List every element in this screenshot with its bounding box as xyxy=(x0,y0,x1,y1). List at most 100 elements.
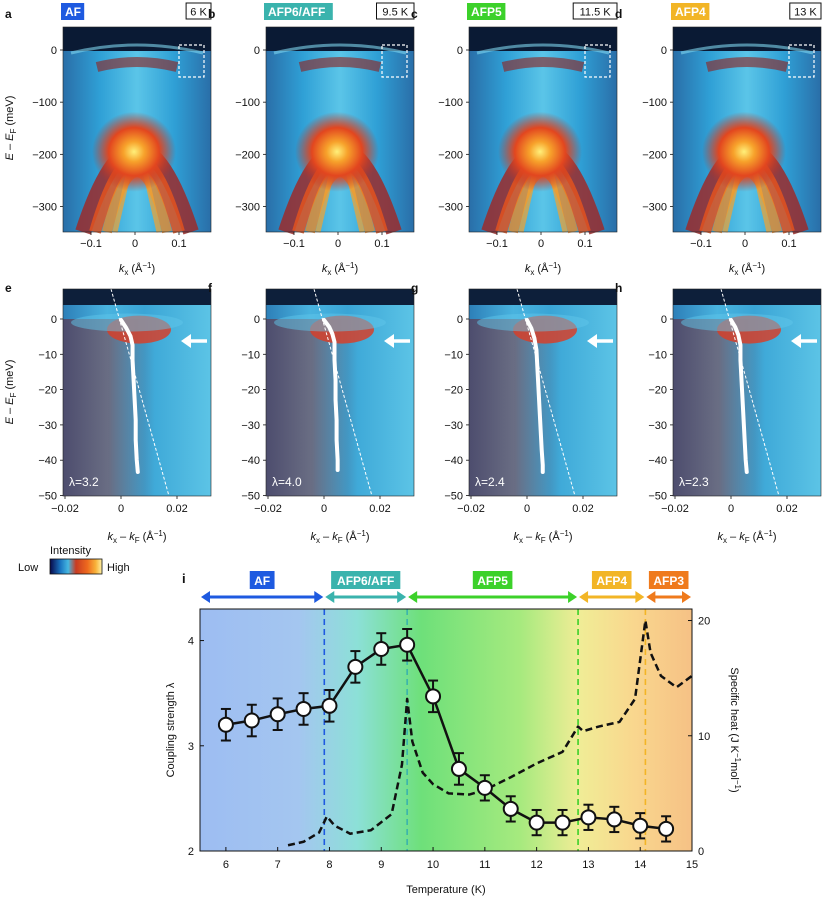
x-tick-label: 0 xyxy=(524,503,530,515)
phase-badge xyxy=(472,571,513,589)
y-tick-label: −20 xyxy=(38,385,57,397)
x-tick-label: 0.02 xyxy=(166,503,187,515)
x-axis-label: Temperature (K) xyxy=(406,884,485,896)
x-tick-label: 10 xyxy=(427,859,439,871)
x-axis-label: kx – kF (Å−1) xyxy=(718,529,777,545)
phase-badge-label: AFP6/AFF xyxy=(337,574,394,588)
x-tick-label: −0.1 xyxy=(80,238,102,250)
x-tick-label: −0.1 xyxy=(690,238,712,250)
arpes-red-region xyxy=(266,319,358,496)
panel-d: d AFP4 13 K 0 −100 −200 −300 −0.1 0 0.1 kx (Å−1) xyxy=(615,2,822,277)
colorbar-gradient xyxy=(49,558,103,575)
panel-c: c AFP5 11.5 K 0 −100 −200 −300 −0.1 0 0.1 kx (Å−1) xyxy=(411,2,618,277)
arpes-band xyxy=(71,313,183,332)
arpes-dark-band xyxy=(673,289,821,305)
panel-letter: i xyxy=(182,571,186,586)
x-tick-label: 0 xyxy=(728,503,734,515)
arpes-band xyxy=(705,57,789,72)
phase-badge xyxy=(467,3,506,20)
x-tick-label: 0 xyxy=(538,238,544,250)
x-tick-label: −0.02 xyxy=(457,503,485,515)
phase-badge xyxy=(591,571,632,589)
x-tick-label: 0.1 xyxy=(374,238,389,250)
coupling-strength-point xyxy=(217,716,234,733)
panel-letter: h xyxy=(615,281,622,295)
y-tick-label: −10 xyxy=(648,349,667,361)
y-tick-label: −50 xyxy=(38,491,57,503)
phase-badge-label: AFP3 xyxy=(653,574,684,588)
panel-b: b AFP6/AFF 9.5 K 0 −100 −200 −300 −0.1 0 0.1 kx (Å… xyxy=(208,2,415,277)
panel-frame xyxy=(265,26,415,233)
y-tick-label: −40 xyxy=(648,455,667,467)
y-tick-label: −50 xyxy=(444,491,463,503)
x-tick-label: 8 xyxy=(326,859,332,871)
x-tick-label: −0.02 xyxy=(661,503,689,515)
coupling-strength-point xyxy=(554,814,571,831)
phase-badge xyxy=(264,3,333,20)
x-tick-label: −0.02 xyxy=(51,503,79,515)
x-tick-label: −0.1 xyxy=(283,238,305,250)
bare-band-dashed-line xyxy=(313,288,373,497)
y-tick-label: −10 xyxy=(444,349,463,361)
panel-letter: g xyxy=(411,281,418,295)
coupling-strength-point xyxy=(632,817,649,834)
y-tick-label: 0 xyxy=(661,45,667,57)
x-tick-label: 0 xyxy=(321,503,327,515)
panel-letter: e xyxy=(5,281,12,295)
x-axis-label: kx – kF (Å−1) xyxy=(514,529,573,545)
specific-heat-curve xyxy=(287,619,693,847)
coupling-strength-point xyxy=(658,820,675,837)
coupling-strength-point xyxy=(502,800,519,817)
x-tick-label: 0.1 xyxy=(171,238,186,250)
x-tick-label: 12 xyxy=(531,859,543,871)
coupling-strength-point xyxy=(476,779,493,796)
panel-frame xyxy=(62,26,212,233)
arpes-hotspot xyxy=(92,111,176,192)
panel-f: f λ=4.0 0 −10 −20 −30 −40 −50−0.02 0 0.02 kx – kF … xyxy=(208,281,415,545)
y-tick-label: −10 xyxy=(241,349,260,361)
phase-badge xyxy=(249,571,275,589)
arpes-dark-band xyxy=(469,289,617,305)
y-tick-label: −40 xyxy=(241,455,260,467)
lambda-label: λ=2.3 xyxy=(679,475,709,489)
x-tick-label: 6 xyxy=(223,859,229,871)
dispersion-trace xyxy=(322,318,340,472)
y-tick-label: −100 xyxy=(235,97,260,109)
temperature-label: 6 K xyxy=(190,7,207,19)
y-tick-label: −300 xyxy=(642,202,667,214)
coupling-strength-point xyxy=(450,760,467,777)
temperature-label: 11.5 K xyxy=(580,7,612,19)
y-tick-label: −30 xyxy=(444,420,463,432)
arpes-band xyxy=(476,43,610,55)
intensity-colorbar: Intensity Low High xyxy=(18,545,130,575)
panel-frame xyxy=(265,288,415,497)
y-tick-label: −300 xyxy=(32,202,57,214)
y-tick-label: 0 xyxy=(661,314,667,326)
phase-badge-label: AF xyxy=(65,5,81,19)
x-axis-label: kx (Å−1) xyxy=(119,261,155,277)
lambda-label: λ=3.2 xyxy=(69,475,99,489)
y-tick-label: 3 xyxy=(188,741,194,753)
dispersion-trace xyxy=(729,318,749,474)
arpes-dark-band xyxy=(266,27,414,51)
dashed-region-box xyxy=(178,44,205,78)
arpes-band xyxy=(680,43,814,55)
y-axis-label: E – EF (meV) xyxy=(4,96,18,161)
x-tick-label: −0.02 xyxy=(254,503,282,515)
y-tick-label: −200 xyxy=(32,149,57,161)
phase-arrow-head-right xyxy=(682,591,691,603)
temperature-box xyxy=(376,2,415,20)
arpes-red-region xyxy=(673,319,765,496)
panel-a: a AF 6 K 0 −100 −200 −300 −0.1 0 0.1 kx (Å−1) xyxy=(5,2,212,277)
y-tick-label: −100 xyxy=(438,97,463,109)
phase-arrow-head-left xyxy=(579,591,589,603)
y-tick-label: 0 xyxy=(457,314,463,326)
y-tick-label: −200 xyxy=(235,149,260,161)
phase-badge xyxy=(648,571,689,589)
x-axis-label: kx (Å−1) xyxy=(729,261,765,277)
arpes-dark-band xyxy=(673,27,821,51)
phase-badge-label: AFP5 xyxy=(477,574,508,588)
arpes-dark-band xyxy=(63,289,211,305)
